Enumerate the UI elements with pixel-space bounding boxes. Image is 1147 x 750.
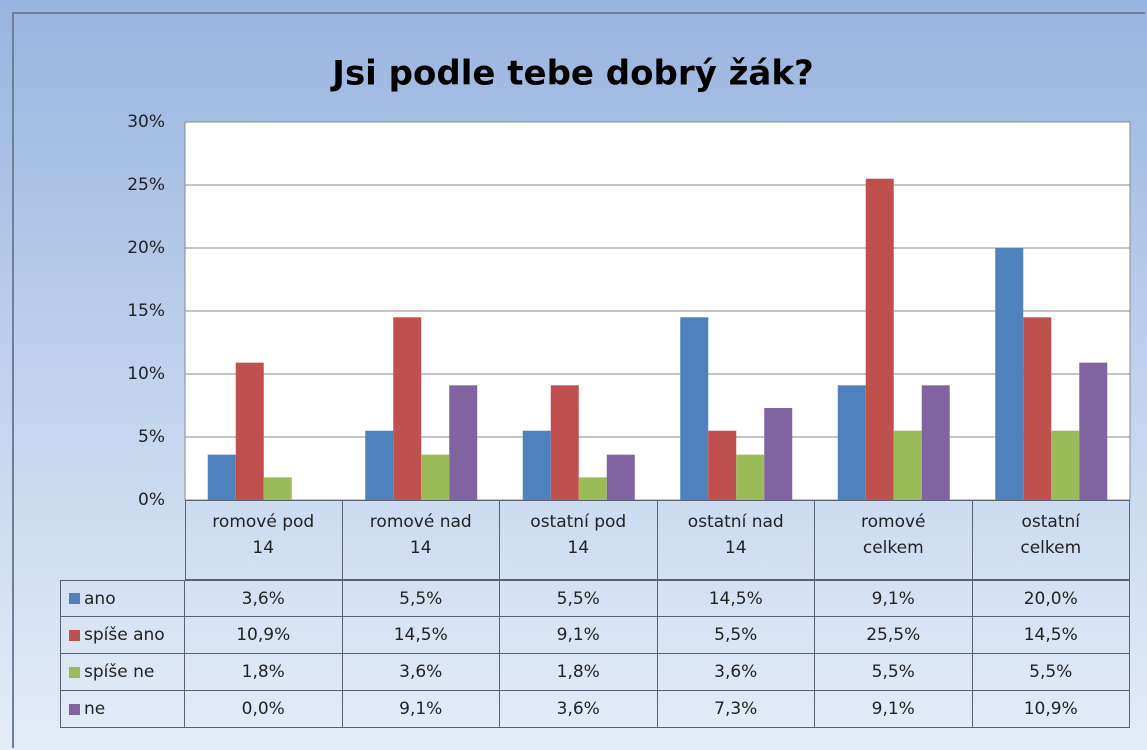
category-label: romové nad 14 (342, 500, 500, 580)
legend-label: ano (84, 588, 116, 609)
category-label: ostatní pod 14 (500, 500, 658, 580)
table-left-edge (185, 500, 186, 580)
data-table-value: 5,5% (815, 654, 973, 691)
bar (578, 477, 607, 500)
data-table-value: 3,6% (500, 691, 658, 728)
data-table-value: 14,5% (657, 580, 815, 617)
data-table-value: 0,0% (185, 691, 343, 728)
bar (365, 430, 394, 500)
data-table-value: 10,9% (972, 691, 1130, 728)
legend-swatch (69, 666, 80, 678)
data-table-value: 9,1% (815, 580, 973, 617)
data-table-value: 14,5% (342, 617, 500, 654)
bar (606, 454, 635, 500)
bar (893, 430, 922, 500)
data-table-value: 20,0% (972, 580, 1130, 617)
legend-entry: ne (60, 691, 185, 728)
data-table-value: 5,5% (500, 580, 658, 617)
bar (550, 385, 579, 500)
legend-swatch (69, 703, 80, 715)
bar (522, 430, 551, 500)
y-tick-label: 0% (138, 490, 165, 510)
bar (1023, 317, 1052, 500)
data-table-value: 1,8% (500, 654, 658, 691)
bar (837, 385, 866, 500)
bar (1051, 430, 1080, 500)
data-table-value: 5,5% (342, 580, 500, 617)
data-table-value: 14,5% (972, 617, 1130, 654)
data-table-value: 10,9% (185, 617, 343, 654)
frame-border (12, 12, 1145, 748)
y-tick-label: 30% (127, 112, 165, 132)
bar (708, 430, 737, 500)
data-table-value: 3,6% (185, 580, 343, 617)
data-table-value: 5,5% (972, 654, 1130, 691)
bar (1079, 362, 1108, 500)
bar (995, 248, 1024, 500)
category-label: ostatní celkem (972, 500, 1130, 580)
y-tick-label: 20% (127, 238, 165, 258)
bar (736, 454, 765, 500)
data-table-value: 3,6% (342, 654, 500, 691)
chart-title: Jsi podle tebe dobrý žák? (330, 54, 813, 94)
legend-swatch (69, 629, 80, 641)
category-label: romové celkem (815, 500, 973, 580)
y-tick-label: 15% (127, 301, 165, 321)
data-table-value: 1,8% (185, 654, 343, 691)
legend-label: ne (84, 699, 106, 719)
legend-entry: spíše ano (60, 617, 185, 654)
data-table-value: 9,1% (500, 617, 658, 654)
y-tick-label: 5% (138, 427, 165, 447)
bar (421, 454, 450, 500)
bar (207, 454, 236, 500)
data-table-value: 7,3% (657, 691, 815, 728)
bar (449, 385, 478, 500)
legend-swatch (69, 593, 80, 604)
category-label: romové pod 14 (185, 500, 343, 580)
y-tick-label: 10% (127, 364, 165, 384)
data-table-value: 9,1% (815, 691, 973, 728)
bar (263, 477, 292, 500)
data-table-value: 25,5% (815, 617, 973, 654)
y-tick-label: 25% (127, 175, 165, 195)
bar (921, 385, 950, 500)
bar (393, 317, 422, 500)
bar (680, 317, 709, 500)
data-table-value: 3,6% (657, 654, 815, 691)
bar (235, 362, 264, 500)
bar (764, 408, 793, 500)
legend-entry: ano (60, 580, 185, 617)
legend-label: spíše ano (84, 625, 165, 645)
legend-label: spíše ne (84, 662, 155, 682)
data-table-value: 9,1% (342, 691, 500, 728)
data-table-value: 5,5% (657, 617, 815, 654)
category-label: ostatní nad 14 (657, 500, 815, 580)
bar (865, 178, 894, 500)
legend-entry: spíše ne (60, 654, 185, 691)
